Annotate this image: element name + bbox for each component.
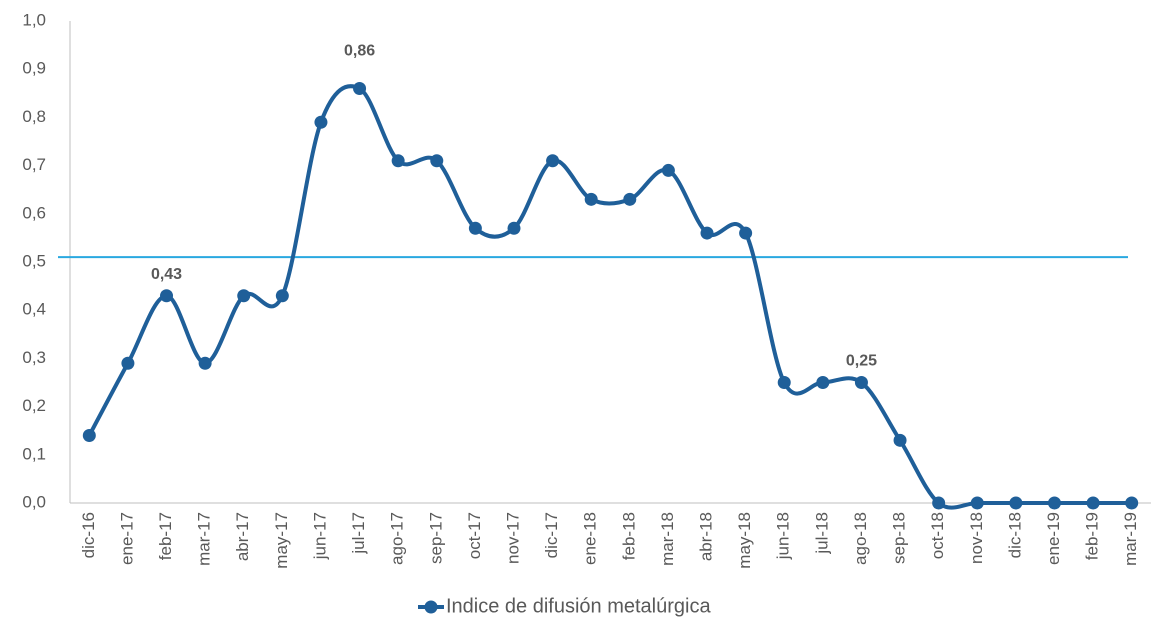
x-tick-label: ago-17: [388, 512, 407, 565]
point: [893, 433, 907, 447]
x-tick-label: nov-18: [967, 512, 986, 564]
x-tick-label: ene-17: [117, 512, 136, 565]
point: [584, 192, 598, 206]
x-tick-label: mar-17: [195, 512, 214, 566]
x-tick-label: mar-19: [1121, 512, 1140, 566]
y-tick-label: 0,3: [22, 348, 46, 367]
data-label: 0,43: [151, 266, 182, 283]
point: [700, 226, 714, 240]
legend-marker: [424, 600, 438, 614]
point: [121, 356, 135, 370]
point: [777, 376, 791, 389]
point: [661, 163, 675, 177]
x-tick-label: jul-18: [812, 512, 831, 555]
point: [932, 496, 946, 510]
point: [507, 221, 521, 235]
x-tick-label: abr-18: [697, 512, 716, 561]
y-tick-label: 0,2: [22, 396, 46, 415]
y-tick-label: 0,8: [22, 107, 46, 126]
point: [198, 356, 212, 370]
x-tick-label: jun-18: [774, 512, 793, 560]
x-tick-label: sep-18: [890, 512, 909, 564]
point: [237, 289, 251, 303]
x-tick-label: ago-18: [851, 512, 870, 565]
y-tick-label: 0,0: [22, 492, 46, 511]
x-tick-label: may-18: [735, 512, 754, 569]
y-tick-label: 0,9: [22, 59, 46, 78]
point: [314, 115, 328, 129]
point: [816, 376, 830, 389]
point: [546, 154, 560, 168]
y-tick-label: 0,1: [22, 444, 46, 463]
y-tick-label: 0,6: [22, 203, 46, 222]
point: [353, 81, 367, 95]
point: [854, 376, 868, 389]
x-tick-label: oct-18: [928, 512, 947, 559]
point: [1009, 496, 1023, 510]
x-tick-label: may-17: [272, 512, 291, 569]
x-tick-label: sep-17: [426, 512, 445, 564]
y-tick-label: 0,5: [22, 251, 46, 270]
x-tick-label: nov-17: [503, 512, 522, 564]
data-label: 0,25: [846, 353, 877, 370]
point: [739, 226, 753, 240]
legend-label: Indice de difusión metalúrgica: [446, 595, 711, 617]
x-tick-label: jun-17: [310, 512, 329, 560]
x-tick-label: ene-18: [581, 512, 600, 565]
point: [468, 221, 482, 235]
x-tick-label: dic-16: [79, 512, 98, 558]
data-label: 0,86: [344, 43, 375, 60]
x-tick-label: dic-18: [1005, 512, 1024, 558]
x-tick-label: abr-17: [233, 512, 252, 561]
x-tick-label: ene-19: [1044, 512, 1063, 565]
x-tick-label: feb-17: [156, 512, 175, 560]
y-tick-label: 1,0: [22, 10, 46, 29]
point: [970, 496, 984, 510]
y-tick-label: 0,7: [22, 155, 46, 174]
y-tick-label: 0,4: [22, 300, 46, 319]
x-tick-label: jul-17: [349, 512, 368, 555]
point: [275, 289, 289, 303]
point: [430, 154, 444, 168]
point: [1125, 496, 1139, 510]
x-tick-label: feb-18: [619, 512, 638, 560]
point: [160, 289, 174, 303]
x-tick-label: dic-17: [542, 512, 561, 558]
x-tick-label: oct-17: [465, 512, 484, 559]
point: [82, 429, 96, 443]
point: [1086, 496, 1100, 510]
point: [623, 192, 637, 206]
x-tick-label: feb-19: [1083, 512, 1102, 560]
point: [391, 154, 405, 168]
point: [1047, 496, 1061, 510]
x-tick-label: mar-18: [658, 512, 677, 566]
